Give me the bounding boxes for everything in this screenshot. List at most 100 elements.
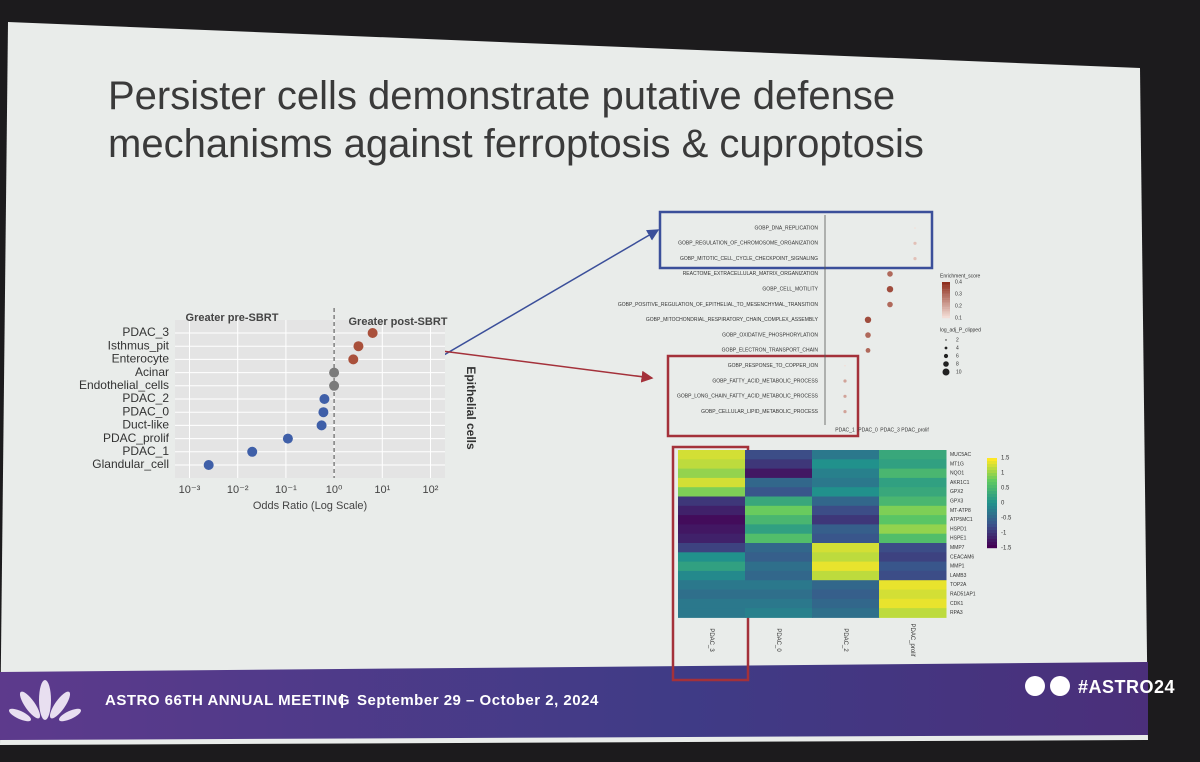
colorbar-step [987, 518, 997, 522]
legend-title: Enrichment_score [940, 273, 981, 279]
heatmap-cell [879, 477, 947, 488]
heatmap-cell [745, 570, 813, 581]
colorbar-step [942, 285, 950, 288]
logo-petal [8, 708, 32, 722]
social-icon-x[interactable] [1025, 676, 1045, 696]
term-label: GOBP_MITOCHONDRIAL_RESPIRATORY_CHAIN_COM… [646, 317, 819, 323]
group-label: Epithelial cells [464, 366, 478, 450]
y-tick-label: PDAC_0 [122, 404, 169, 418]
heatmap-cell [678, 608, 746, 618]
heatmap-cell [879, 580, 947, 590]
heatmap-cell [879, 468, 947, 479]
point [282, 433, 293, 444]
size-legend-label: 10 [956, 369, 962, 375]
social-icon-facebook[interactable] [1050, 676, 1070, 696]
heatmap-cell [745, 580, 813, 590]
x-tick-label: 10¹ [374, 484, 390, 496]
term-label: GOBP_POSITIVE_REGULATION_OF_EPITHELIAL_T… [618, 302, 819, 308]
heatmap-cell [745, 459, 813, 470]
enrichment-dot [865, 332, 871, 338]
term-label: GOBP_CELL_MOTILITY [762, 287, 818, 293]
heatmap-cell [678, 589, 746, 600]
colorbar-step [987, 539, 997, 543]
row-label: MUC5AC [950, 452, 972, 458]
colorbar-step [987, 473, 997, 477]
enrichment-dot [864, 316, 872, 323]
charts: 10⁻³ 10⁻² 10⁻¹ 10⁰ 10¹ 10²PDAC_3Isthmus_pitEn… [79, 215, 1012, 657]
heatmap-cell [812, 598, 880, 609]
heatmap-cell [812, 589, 880, 600]
heatmap-cell [879, 533, 947, 544]
enrichment-dot [887, 301, 893, 308]
footer-band [0, 662, 1148, 740]
column-label: PDAC_1 [835, 427, 855, 433]
colorbar-tick: 1.5 [1001, 456, 1010, 462]
heatmap-cell [879, 450, 947, 460]
footer-dates: September 29 – October 2, 2024 [357, 692, 599, 709]
legend-title: log_adj_P_clipped [940, 327, 981, 333]
heatmap-cell [879, 505, 947, 516]
column-label: PDAC_3 [880, 427, 900, 433]
row-label: MT1G [950, 461, 964, 467]
colorbar-step [987, 530, 997, 534]
colorbar-tick: -1.5 [1001, 546, 1012, 552]
colorbar-step [942, 301, 950, 304]
heatmap-cell [745, 589, 813, 600]
heatmap-cell [812, 468, 880, 479]
heatmap-cell [812, 515, 880, 525]
row-label: CDK1 [950, 601, 964, 607]
colorbar-step [942, 310, 950, 313]
heatmap-cell [745, 543, 813, 553]
colorbar-step [942, 291, 950, 293]
heatmap-cell [812, 450, 880, 460]
heatmap-cell [745, 515, 813, 525]
heatmap-cell [678, 487, 746, 497]
highlight-box-blue [658, 210, 934, 270]
row-label: NQO1 [950, 471, 964, 477]
size-legend-dot [945, 339, 947, 341]
point [329, 380, 340, 391]
row-label: TOP2A [950, 582, 967, 588]
colorbar-step [987, 533, 997, 537]
colorbar-step [987, 476, 997, 480]
colorbar-step [987, 494, 997, 498]
y-tick-label: Isthmus_pit [108, 338, 170, 352]
heatmap-cell [745, 477, 813, 488]
colorbar-tick: 0 [1001, 501, 1005, 507]
y-tick-label: PDAC_prolif [103, 431, 170, 445]
colorbar-step [987, 524, 997, 528]
heatmap-cell [879, 459, 947, 470]
heatmap-cell [879, 552, 947, 563]
heatmap-cell [879, 487, 947, 497]
y-tick-label: Acinar [135, 365, 169, 379]
column-label: PDAC_0 [775, 628, 781, 652]
row-label: RPA3 [950, 610, 963, 616]
heatmap-cell [745, 561, 813, 572]
enrichment-dot [887, 271, 893, 277]
heatmap-cell [745, 468, 813, 479]
footer-separator: | [340, 692, 345, 709]
enrichment-dot [843, 379, 847, 383]
colorbar-step [987, 503, 997, 507]
colorbar-tick: -0.5 [1001, 516, 1012, 522]
colorbar-step [942, 287, 950, 290]
y-tick-label: Enterocyte [112, 352, 170, 366]
heatmap-cell [678, 543, 746, 553]
term-label: GOBP_ELECTRON_TRANSPORT_CHAIN [722, 348, 819, 354]
heatmap-cell [678, 533, 746, 544]
logo-petal [39, 680, 51, 720]
point [353, 341, 364, 352]
colorbar-step [987, 491, 997, 495]
heatmap-cell [745, 608, 813, 618]
point [318, 407, 329, 418]
colorbar-tick: 0.1 [955, 315, 962, 321]
heatmap-cell [812, 496, 880, 507]
colorbar-step [942, 300, 950, 302]
row-label: MMP1 [950, 564, 965, 570]
heatmap-cell [745, 598, 813, 609]
column-label: PDAC_prolif [909, 623, 915, 656]
colorbar-tick: 1 [1001, 471, 1005, 477]
size-legend-dot [942, 368, 950, 376]
annotation: Greater pre-SBRT [186, 312, 279, 324]
